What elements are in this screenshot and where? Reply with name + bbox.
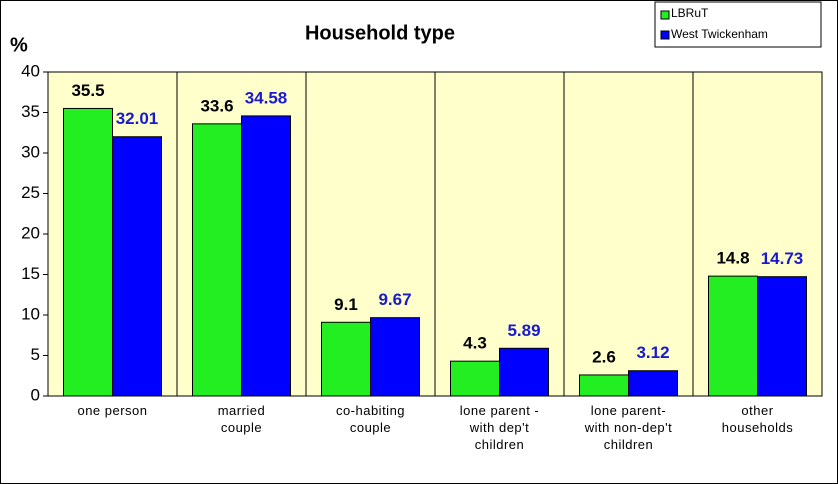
x-tick-label: lone parent- with non-dep't children	[584, 403, 673, 452]
legend-label: LBRuT	[671, 6, 709, 20]
value-label: 35.5	[71, 81, 104, 100]
y-tick-label: 0	[31, 385, 40, 404]
legend	[654, 1, 822, 48]
y-tick-label: 10	[21, 304, 40, 323]
value-label: 33.6	[200, 96, 233, 115]
value-label: 9.1	[334, 295, 358, 314]
bar	[192, 123, 242, 397]
bar	[708, 275, 758, 397]
x-tick-label: married couple	[217, 403, 266, 435]
value-label: 9.67	[378, 290, 411, 309]
y-tick-label: 25	[21, 183, 40, 202]
value-label: 4.3	[463, 334, 487, 353]
y-tick-label: 5	[31, 345, 40, 364]
bar	[628, 370, 678, 397]
y-tick-label: 40	[21, 61, 40, 80]
y-tick-label: 30	[21, 142, 40, 161]
chart-title: Household type	[305, 22, 455, 44]
value-label: 2.6	[592, 347, 616, 366]
bar	[450, 360, 500, 397]
legend-label: West Twickenham	[671, 27, 768, 41]
value-label: 14.73	[761, 249, 804, 268]
y-tick-label: 20	[21, 223, 40, 242]
value-label: 32.01	[116, 109, 159, 128]
y-tick-label: 15	[21, 264, 40, 283]
bar	[63, 107, 113, 397]
x-tick-label: one person	[77, 403, 148, 418]
value-label: 34.58	[245, 88, 288, 107]
x-tick-label: lone parent - with dep't children	[459, 403, 540, 452]
x-tick-label: co-habiting couple	[335, 403, 406, 435]
value-label: 3.12	[636, 343, 669, 362]
value-label: 5.89	[507, 321, 540, 340]
y-tick-label: 35	[21, 102, 40, 121]
bar	[321, 321, 371, 397]
bar	[499, 347, 549, 397]
x-tick-label: other households	[721, 403, 794, 435]
bar	[579, 374, 629, 397]
value-label: 14.8	[716, 249, 749, 268]
bar	[112, 136, 162, 397]
y-axis-label: %	[10, 34, 28, 56]
bar	[241, 115, 291, 397]
legend-swatch	[660, 10, 670, 20]
bar	[370, 317, 420, 397]
legend-swatch	[660, 30, 670, 40]
bar	[757, 276, 807, 397]
